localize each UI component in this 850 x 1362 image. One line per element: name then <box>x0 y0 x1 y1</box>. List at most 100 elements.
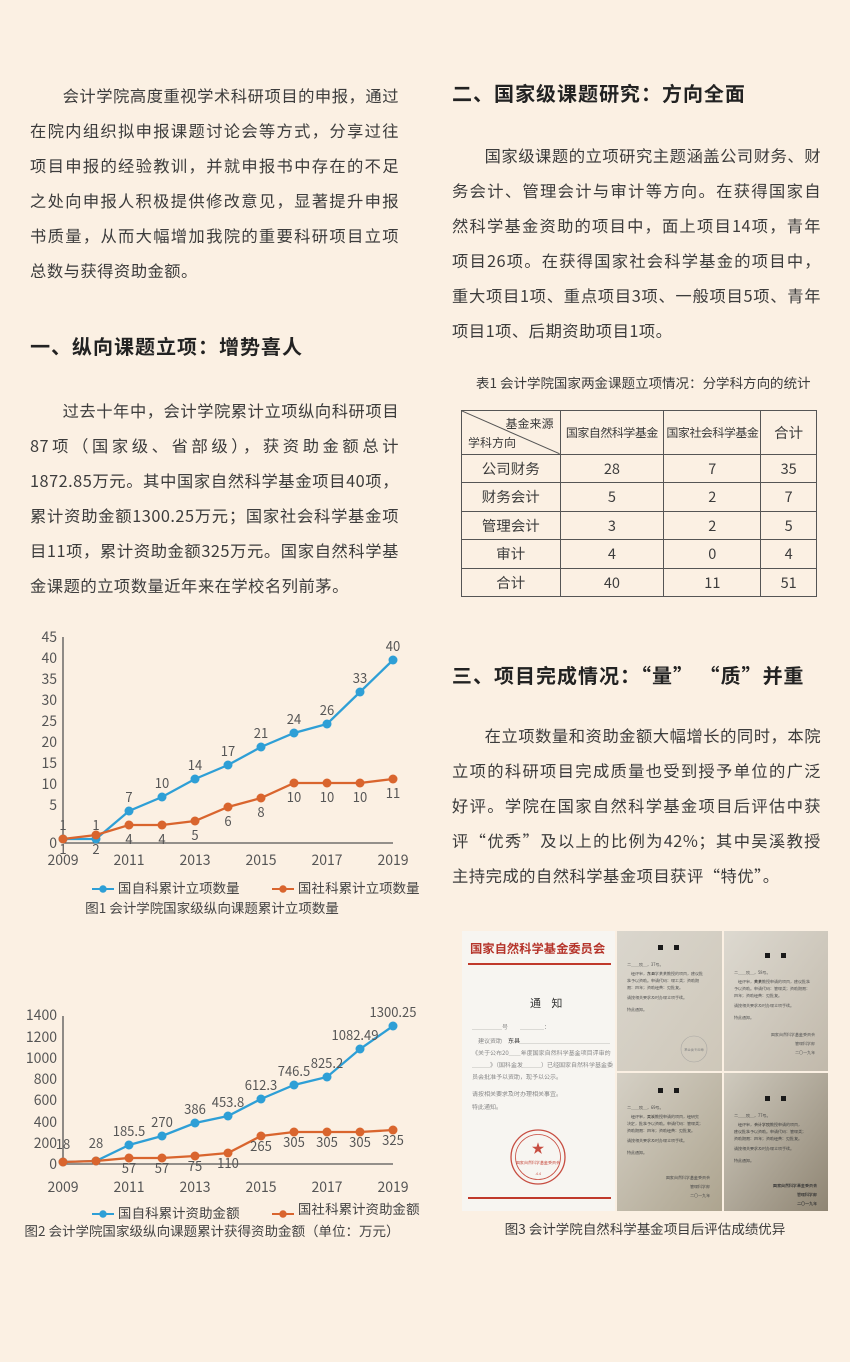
svg-text:四年；资助经费：见批复。: 四年；资助经费：见批复。 <box>734 993 782 999</box>
svg-text:建议资助 东县＿＿＿＿＿＿＿＿＿＿＿＿＿＿＿: 建议资助 东县＿＿＿＿＿＿＿＿＿＿＿＿＿＿＿ <box>472 1036 610 1045</box>
svg-text:请按相关要求及时办理立项手续。: 请按相关要求及时办理立项手续。 <box>627 995 687 1001</box>
svg-text:18: 18 <box>56 1134 70 1153</box>
svg-text:资助期限：四年；资助经费：见批复。: 资助期限：四年；资助经费：见批复。 <box>627 1128 695 1134</box>
svg-text:2013: 2013 <box>179 850 210 870</box>
svg-text:57: 57 <box>155 1158 169 1177</box>
svg-text:1: 1 <box>59 839 66 858</box>
svg-text:612.3: 612.3 <box>245 1075 277 1094</box>
svg-text:45: 45 <box>41 630 57 647</box>
svg-text:800: 800 <box>34 1069 58 1089</box>
svg-text:4: 4 <box>125 829 132 848</box>
svg-text:国家自然科学基金委员会: 国家自然科学基金委员会 <box>470 939 606 957</box>
svg-text:2: 2 <box>92 839 99 858</box>
svg-text:国家自然科学基金委员会: 国家自然科学基金委员会 <box>516 1160 561 1166</box>
svg-text:40: 40 <box>41 648 57 668</box>
svg-text:管理科学部: 管理科学部 <box>797 1192 817 1198</box>
svg-text:特此通知。: 特此通知。 <box>472 1102 502 1111</box>
svg-text:26: 26 <box>320 700 334 719</box>
svg-text:10: 10 <box>353 787 367 806</box>
svg-text:《关于公布20＿＿年度国家自然科学基金项目评审的: 《关于公布20＿＿年度国家自然科学基金项目评审的 <box>472 1048 611 1057</box>
svg-text:2019: 2019 <box>377 850 408 870</box>
svg-text:经评审，会计学院教授申请的项目，: 经评审，会计学院教授申请的项目， <box>734 1122 802 1128</box>
svg-text:图1 会计学院国家级纵向课题累计立项数量: 图1 会计学院国家级纵向课题累计立项数量 <box>85 897 339 917</box>
svg-text:10: 10 <box>320 787 334 806</box>
svg-text:特此通知。: 特此通知。 <box>734 1158 754 1164</box>
svg-text:二〇一九年: 二〇一九年 <box>797 1201 817 1207</box>
svg-text:管理科学部: 管理科学部 <box>795 1041 815 1047</box>
svg-text:2011: 2011 <box>113 850 144 870</box>
svg-text:2015: 2015 <box>245 850 276 870</box>
svg-text:2013: 2013 <box>179 1177 210 1197</box>
svg-text:400: 400 <box>34 1112 58 1132</box>
svg-text:110: 110 <box>217 1153 239 1172</box>
svg-text:386: 386 <box>184 1099 206 1118</box>
svg-text:305: 305 <box>283 1132 305 1151</box>
svg-text:30: 30 <box>41 690 57 710</box>
svg-text:基金委专用章: 基金委专用章 <box>684 1047 704 1052</box>
svg-text:二＿＿院＿，69号。: 二＿＿院＿，69号。 <box>627 1105 663 1111</box>
svg-text:二＿＿院＿，37号。: 二＿＿院＿，37号。 <box>627 962 663 968</box>
svg-text:请按相关要求及时办理相关事宜。: 请按相关要求及时办理相关事宜。 <box>472 1089 562 1098</box>
svg-text:17: 17 <box>221 741 235 760</box>
svg-text:4: 4 <box>158 829 165 848</box>
svg-text:请按相关要求及时办理立项手续。: 请按相关要求及时办理立项手续。 <box>627 1138 687 1144</box>
svg-text:185.5: 185.5 <box>113 1121 145 1140</box>
svg-text:11: 11 <box>386 783 400 802</box>
svg-text:20: 20 <box>41 732 57 752</box>
svg-text:图2 会计学院国家级纵向课题累计获得资助金额（单位：万元）: 图2 会计学院国家级纵向课题累计获得资助金额（单位：万元） <box>24 1220 399 1240</box>
svg-text:特此通知。: 特此通知。 <box>734 1015 754 1021</box>
svg-text:7: 7 <box>125 787 132 806</box>
svg-text:305: 305 <box>349 1132 371 1151</box>
svg-text:二〇一九年: 二〇一九年 <box>795 1050 815 1056</box>
svg-text:0: 0 <box>49 1154 57 1174</box>
svg-text:453.8: 453.8 <box>212 1092 244 1111</box>
svg-text:1300.25: 1300.25 <box>370 1002 417 1021</box>
svg-text:＿＿＿》（国科金发＿＿＿）已经国家自然科学基金委: ＿＿＿》（国科金发＿＿＿）已经国家自然科学基金委 <box>472 1060 613 1069</box>
svg-text:10: 10 <box>287 787 301 806</box>
svg-text:5: 5 <box>49 795 57 815</box>
svg-text:15: 15 <box>41 753 57 773</box>
svg-text:经评审，黄某教授申请的项目，建议批准: 经评审，黄某教授申请的项目，建议批准 <box>734 979 810 985</box>
svg-text:.4.4: .4.4 <box>535 1172 541 1177</box>
svg-text:国家自然科学基金委员会: 国家自然科学基金委员会 <box>773 1183 818 1189</box>
svg-text:国自科累计资助金额: 国自科累计资助金额 <box>118 1202 240 1222</box>
svg-text:265: 265 <box>250 1136 272 1155</box>
svg-text:通 知: 通 知 <box>530 995 566 1011</box>
svg-text:特此通知。: 特此通知。 <box>627 1150 647 1156</box>
svg-text:305: 305 <box>316 1132 338 1151</box>
svg-text:＿＿＿＿＿号 ＿＿＿＿：: ＿＿＿＿＿号 ＿＿＿＿： <box>472 1022 550 1031</box>
svg-text:2017: 2017 <box>311 850 342 870</box>
svg-text:5: 5 <box>191 825 198 844</box>
svg-text:1000: 1000 <box>26 1048 57 1068</box>
svg-text:1400: 1400 <box>26 1005 57 1025</box>
svg-text:325: 325 <box>382 1130 404 1149</box>
svg-text:予以资助。申请代码：管理类；资助期限：: 予以资助。申请代码：管理类；资助期限： <box>734 986 810 992</box>
svg-text:特此通知。: 特此通知。 <box>627 1007 647 1013</box>
svg-text:限：四年；资助经费：见批复。: 限：四年；资助经费：见批复。 <box>627 985 683 991</box>
svg-text:2017: 2017 <box>311 1177 342 1197</box>
svg-text:21: 21 <box>254 723 268 742</box>
svg-text:资助期限：四年；资助经费：见批复。: 资助期限：四年；资助经费：见批复。 <box>734 1136 802 1142</box>
svg-text:二＿＿院＿，58号。: 二＿＿院＿，58号。 <box>734 970 770 976</box>
svg-text:国家自然科学基金委员会: 国家自然科学基金委员会 <box>666 1175 711 1181</box>
svg-text:33: 33 <box>353 668 367 687</box>
svg-text:员会批准予以资助，现予以公示。: 员会批准予以资助，现予以公示。 <box>472 1072 562 1081</box>
svg-text:请按相关要求及时办理立项手续。: 请按相关要求及时办理立项手续。 <box>734 1003 794 1009</box>
svg-text:1082.49: 1082.49 <box>332 1025 379 1044</box>
svg-text:准予以资助。申请代码：理工类；资助期: 准予以资助。申请代码：理工类；资助期 <box>627 978 699 984</box>
svg-text:1200: 1200 <box>26 1027 57 1047</box>
svg-text:35: 35 <box>41 669 57 689</box>
svg-text:二〇一九年: 二〇一九年 <box>690 1193 710 1199</box>
svg-text:8: 8 <box>257 802 264 821</box>
svg-text:建议批准予以资助。申请代码：管理类；: 建议批准予以资助。申请代码：管理类； <box>733 1129 806 1135</box>
svg-text:★: ★ <box>531 1138 544 1157</box>
svg-text:国自科累计立项数量: 国自科累计立项数量 <box>118 877 240 897</box>
svg-text:经评审，东县学某某教授的项目，建议批: 经评审，东县学某某教授的项目，建议批 <box>627 971 703 977</box>
svg-text:国社科累计资助金额: 国社科累计资助金额 <box>298 1198 420 1218</box>
svg-text:请按相关要求及时办理立项手续。: 请按相关要求及时办理立项手续。 <box>734 1146 794 1152</box>
svg-text:2009: 2009 <box>47 1177 78 1197</box>
svg-text:国社科累计立项数量: 国社科累计立项数量 <box>298 877 420 897</box>
svg-text:经评审，吴溪教授申请的项目，经研究: 经评审，吴溪教授申请的项目，经研究 <box>627 1114 699 1120</box>
svg-text:1: 1 <box>92 815 99 834</box>
svg-text:25: 25 <box>41 711 57 731</box>
